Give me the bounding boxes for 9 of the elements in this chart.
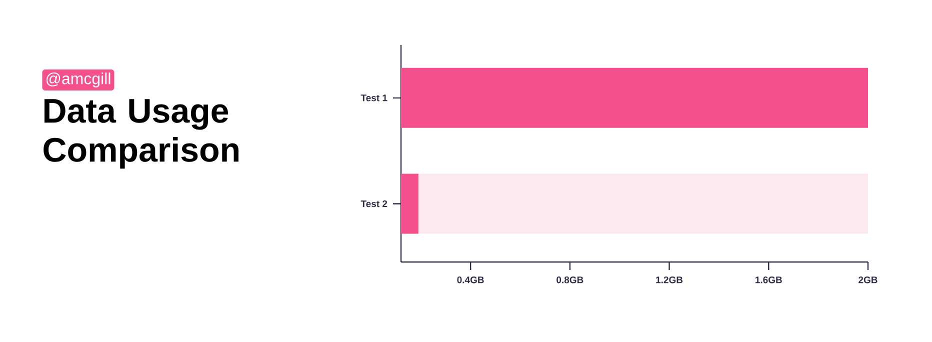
x-tick-label: 2GB (858, 276, 878, 284)
text: Data Usage Comparison (44, 99, 238, 169)
y-tick-label: Test 2 (360, 200, 388, 208)
x-tick-label: 1.2GB (656, 276, 683, 284)
x-tick-label: 0.8GB (556, 276, 584, 284)
x-tick-label: 0.4GB (457, 276, 484, 284)
x-tick-label: 1.6GB (756, 276, 782, 284)
text: @amcgill (46, 72, 110, 88)
y-tick-label: Test 1 (360, 94, 388, 102)
